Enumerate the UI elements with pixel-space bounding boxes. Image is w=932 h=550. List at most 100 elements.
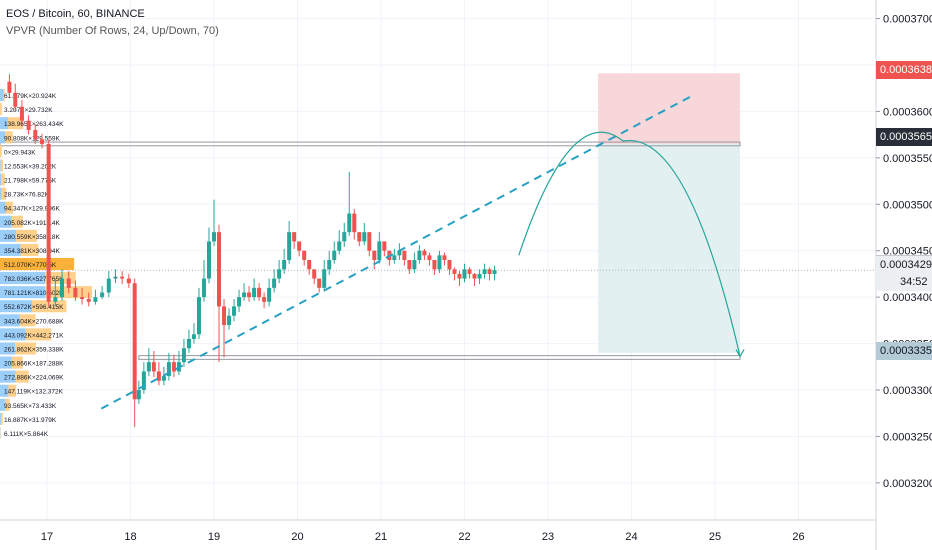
candle[interactable] [113,269,118,284]
candle[interactable] [181,338,186,367]
candle[interactable] [19,100,24,126]
resistance-band[interactable] [0,141,741,147]
candle[interactable] [272,269,277,293]
candle[interactable] [120,271,125,285]
candle[interactable] [307,260,312,275]
candle[interactable] [237,289,242,312]
candle[interactable] [407,260,412,274]
support-band[interactable] [138,355,741,360]
candle[interactable] [337,230,342,255]
candle[interactable] [176,351,181,376]
candle[interactable] [196,287,201,339]
candle[interactable] [13,83,18,112]
candle[interactable] [472,273,477,286]
candle[interactable] [151,351,156,377]
candle[interactable] [222,299,227,358]
candle[interactable] [267,278,272,307]
candle[interactable] [292,232,297,249]
candle[interactable] [447,260,452,275]
candle[interactable] [282,248,287,274]
candle[interactable] [382,241,387,257]
candle[interactable] [60,269,65,301]
candle[interactable] [482,263,487,279]
candle[interactable] [186,329,191,353]
candle[interactable] [227,308,232,330]
candle[interactable] [322,260,327,292]
candle[interactable] [437,250,442,273]
candle[interactable] [462,263,467,283]
candle[interactable] [257,283,262,301]
candle[interactable] [422,248,427,260]
candle[interactable] [412,252,417,273]
candle[interactable] [492,265,497,281]
candle[interactable] [7,74,12,98]
candle[interactable] [242,283,247,301]
candle[interactable] [342,222,347,247]
candle[interactable] [432,260,437,275]
candle[interactable] [171,354,176,377]
indicator-title[interactable]: VPVR (Number Of Rows, 24, Up/Down, 70) [6,25,219,37]
candle[interactable] [156,362,161,386]
candle[interactable] [377,232,382,264]
time-axis[interactable]: 17 18 19 20 21 22 23 24 25 26 [41,531,805,543]
candle[interactable] [347,171,352,236]
candle[interactable] [232,299,237,322]
candle[interactable] [66,271,71,294]
candle[interactable] [277,260,282,284]
candle[interactable] [252,278,257,301]
candle[interactable] [132,278,137,428]
candle[interactable] [106,271,111,298]
candle[interactable] [357,232,362,247]
candle[interactable] [80,287,85,305]
candle[interactable] [297,241,302,257]
candle[interactable] [73,280,78,301]
candle[interactable] [247,286,252,302]
candle[interactable] [86,292,91,307]
candle[interactable] [452,267,457,281]
candle[interactable] [392,248,397,264]
candle[interactable] [402,250,407,266]
candle[interactable] [166,352,171,381]
candle[interactable] [100,286,105,299]
candle[interactable] [262,292,267,309]
volume-profile[interactable]: 61.679K×20.924K 3.207K×29.732K 138.965K×26… [0,89,92,439]
candle[interactable] [332,241,337,264]
candle[interactable] [39,133,44,149]
candle[interactable] [427,252,432,266]
candle[interactable] [417,245,422,264]
stop-zone[interactable] [598,73,741,144]
candle[interactable] [477,269,482,285]
candle[interactable] [46,139,51,307]
candle[interactable] [457,271,462,286]
candle[interactable] [487,267,492,281]
candle[interactable] [302,250,307,266]
candle[interactable] [287,221,292,264]
candle[interactable] [26,115,31,135]
candle[interactable] [206,227,211,284]
candle[interactable] [191,323,196,344]
candle[interactable] [372,250,377,270]
candle[interactable] [136,380,141,404]
candle[interactable] [312,269,317,285]
symbol-title[interactable]: EOS / Bitcoin, 60, BINANCE [6,8,145,20]
candle[interactable] [146,348,151,377]
candle[interactable] [362,222,367,246]
candle[interactable] [327,250,332,275]
candle[interactable] [387,250,392,266]
candle[interactable] [352,208,357,240]
candle[interactable] [217,224,222,363]
candle[interactable] [367,232,372,257]
candle[interactable] [53,278,58,307]
candle[interactable] [212,199,216,247]
projection-arc[interactable] [518,131,741,357]
candle[interactable] [141,362,146,394]
candles[interactable] [7,74,497,428]
candle[interactable] [467,267,472,279]
candle[interactable] [201,260,206,302]
candle[interactable] [33,124,38,144]
target-zone[interactable] [598,143,741,353]
price-axis[interactable]: 0.00032000.00032500.00033000.00033500.00… [876,14,932,490]
candle[interactable] [93,289,98,305]
candle[interactable] [317,278,322,293]
